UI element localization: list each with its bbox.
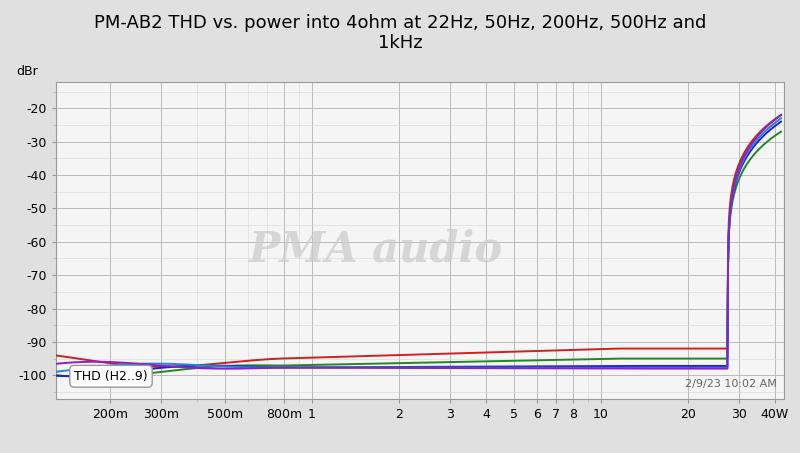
Text: PMA audio: PMA audio bbox=[250, 229, 503, 270]
Text: 2/9/23 10:02 AM: 2/9/23 10:02 AM bbox=[685, 379, 777, 389]
Text: THD (H2..9): THD (H2..9) bbox=[74, 370, 148, 383]
Text: dBr: dBr bbox=[16, 65, 38, 78]
Text: PM-AB2 THD vs. power into 4ohm at 22Hz, 50Hz, 200Hz, 500Hz and
1kHz: PM-AB2 THD vs. power into 4ohm at 22Hz, … bbox=[94, 14, 706, 53]
